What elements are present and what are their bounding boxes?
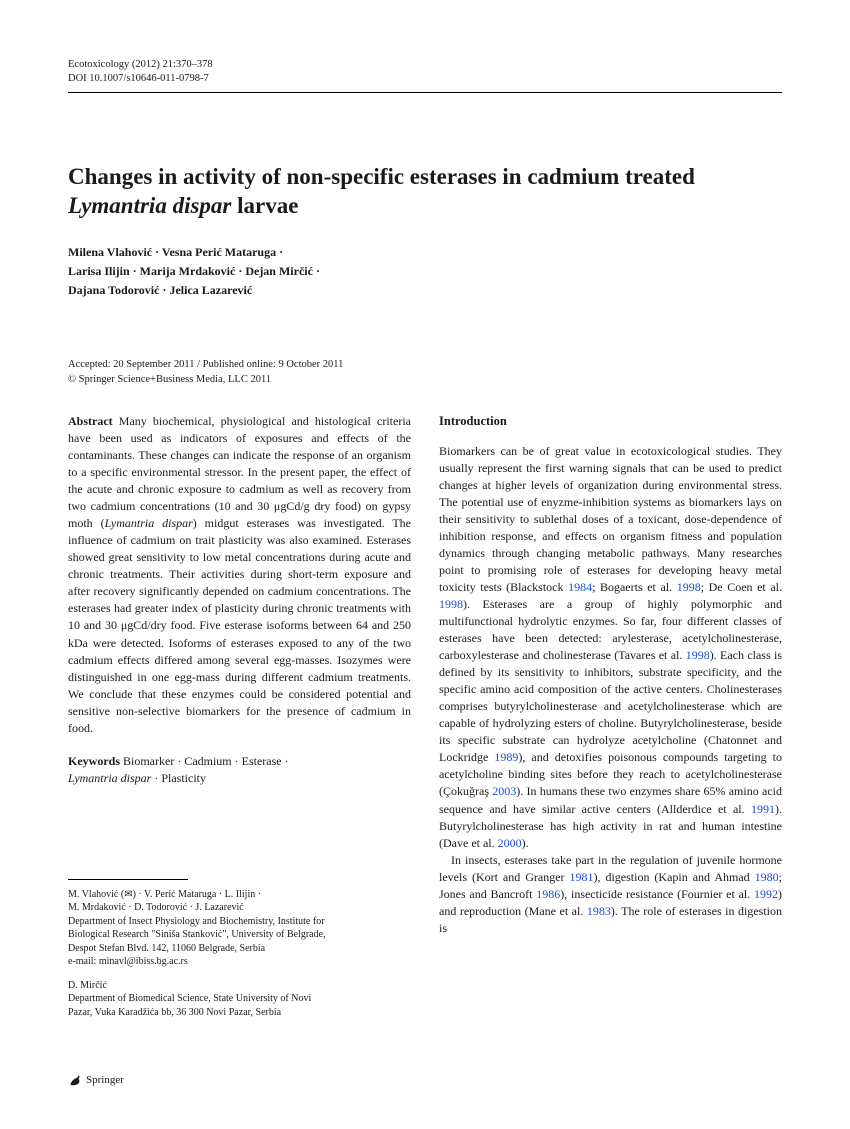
left-column: Abstract Many biochemical, physiological…	[68, 413, 411, 1029]
cite-year-link[interactable]: 1998	[686, 648, 710, 662]
cite-year-link[interactable]: 1998	[677, 580, 701, 594]
abstract-paragraph: Abstract Many biochemical, physiological…	[68, 413, 411, 737]
intro-p1-b: ; Bogaerts et al.	[592, 580, 677, 594]
running-head: Ecotoxicology (2012) 21:370–378 DOI 10.1…	[68, 58, 782, 86]
intro-p2-b: ), digestion (Kapin and Ahmad	[594, 870, 755, 884]
keywords-block: Keywords Biomarker · Cadmium · Esterase …	[68, 753, 411, 787]
authors-line-2: Larisa Ilijin · Marija Mrdaković · Dejan…	[68, 262, 782, 281]
journal-line: Ecotoxicology (2012) 21:370–378	[68, 58, 782, 72]
cite-year-link[interactable]: 1986	[536, 887, 560, 901]
authors-line-3: Dajana Todorović · Jelica Lazarević	[68, 281, 782, 300]
publisher-name: Springer	[86, 1074, 124, 1086]
title-species: Lymantria dispar	[68, 193, 231, 218]
affil1-names-a: M. Vlahović (✉) · V. Perić Mataruga · L.…	[68, 888, 411, 902]
affil2-names: D. Mirčić	[68, 979, 411, 993]
intro-p2: In insects, esterases take part in the r…	[439, 852, 782, 937]
abstract-text-b: ) midgut esterases was investigated. The…	[68, 516, 411, 734]
two-column-body: Abstract Many biochemical, physiological…	[68, 413, 782, 1029]
affil1-names-b: M. Mrdaković · D. Todorović · J. Lazarev…	[68, 901, 411, 915]
abstract-text-a: Many biochemical, physiological and hist…	[68, 414, 411, 530]
intro-p1: Biomarkers can be of great value in ecot…	[439, 443, 782, 852]
cite-year-link[interactable]: 1983	[587, 904, 611, 918]
doi-line: DOI 10.1007/s10646-011-0798-7	[68, 72, 782, 86]
publisher-mark: Springer	[68, 1073, 124, 1087]
cite-year-link[interactable]: 1992	[754, 887, 778, 901]
keywords-species: Lymantria dispar	[68, 771, 151, 785]
affil1-email: e-mail: minavl@ibiss.bg.ac.rs	[68, 955, 411, 969]
cite-year-link[interactable]: 1984	[568, 580, 592, 594]
affiliation-rule	[68, 879, 188, 880]
intro-p1-a: Biomarkers can be of great value in ecot…	[439, 444, 782, 594]
affiliation-1: M. Vlahović (✉) · V. Perić Mataruga · L.…	[68, 888, 411, 969]
authors-line-1: Milena Vlahović · Vesna Perić Mataruga ·	[68, 243, 782, 262]
keywords-line2: · Plasticity	[151, 771, 206, 785]
header-rule	[68, 92, 782, 93]
title-pre: Changes in activity of non-specific este…	[68, 164, 695, 189]
right-column: Introduction Biomarkers can be of great …	[439, 413, 782, 1029]
article-title: Changes in activity of non-specific este…	[68, 163, 782, 221]
intro-p1-e: ). Each class is defined by its sensitiv…	[439, 648, 782, 764]
cite-year-link[interactable]: 2000	[498, 836, 522, 850]
cite-year-link[interactable]: 2003	[492, 784, 516, 798]
springer-horse-icon	[68, 1073, 82, 1087]
cite-year-link[interactable]: 1991	[751, 802, 775, 816]
author-list: Milena Vlahović · Vesna Perić Mataruga ·…	[68, 243, 782, 301]
affiliations: M. Vlahović (✉) · V. Perić Mataruga · L.…	[68, 888, 411, 1020]
keywords-label: Keywords	[68, 754, 120, 768]
article-dates: Accepted: 20 September 2011 / Published …	[68, 358, 782, 373]
abstract-species: Lymantria dispar	[105, 516, 193, 530]
affil1-addr-a: Department of Insect Physiology and Bioc…	[68, 915, 411, 929]
affil1-addr-b: Biological Research "Siniša Stanković", …	[68, 928, 411, 942]
intro-p1-i: ).	[522, 836, 529, 850]
keywords-line1: Biomarker · Cadmium · Esterase ·	[120, 754, 289, 768]
abstract-label: Abstract	[68, 414, 113, 428]
intro-p2-d: ), insecticide resistance (Fournier et a…	[560, 887, 754, 901]
affil2-addr-a: Department of Biomedical Science, State …	[68, 992, 411, 1006]
copyright-line: © Springer Science+Business Media, LLC 2…	[68, 374, 782, 385]
cite-year-link[interactable]: 1989	[494, 750, 518, 764]
title-post: larvae	[231, 193, 298, 218]
cite-year-link[interactable]: 1981	[570, 870, 594, 884]
affil1-addr-c: Despot Stefan Blvd. 142, 11060 Belgrade,…	[68, 942, 411, 956]
intro-p1-c: ; De Coen et al.	[701, 580, 782, 594]
introduction-heading: Introduction	[439, 413, 782, 431]
affiliation-2: D. Mirčić Department of Biomedical Scien…	[68, 979, 411, 1020]
cite-year-link[interactable]: 1980	[755, 870, 779, 884]
affil2-addr-b: Pazar, Vuka Karadžića bb, 36 300 Novi Pa…	[68, 1006, 411, 1020]
cite-year-link[interactable]: 1998	[439, 597, 463, 611]
